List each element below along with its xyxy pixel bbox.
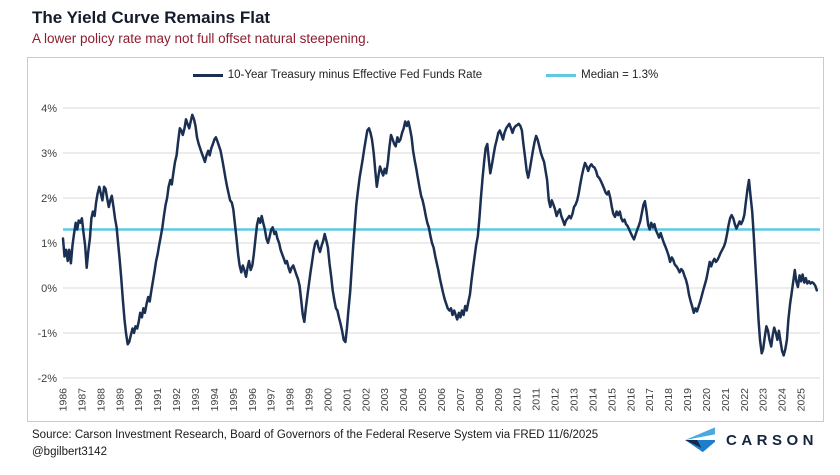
carson-logo: CARSON — [684, 426, 818, 454]
svg-text:2022: 2022 — [739, 388, 751, 412]
svg-text:2011: 2011 — [531, 388, 543, 411]
svg-text:2005: 2005 — [417, 388, 429, 412]
svg-text:2023: 2023 — [758, 388, 770, 412]
svg-text:2002: 2002 — [360, 388, 372, 412]
svg-text:2021: 2021 — [720, 388, 732, 412]
yield-curve-chart: 4% 3% 2% 1% 0% -1% -2%1986 1987 1988 1989 1990 1991… — [37, 103, 820, 412]
y-axis-labels: 4% 3% 2% 1% 0% -1% -2% — [37, 103, 57, 385]
svg-text:1986: 1986 — [58, 388, 70, 412]
chart-panel: 10-Year Treasury minus Effective Fed Fun… — [27, 57, 824, 422]
svg-text:2018: 2018 — [663, 388, 675, 412]
legend-item-median: Median = 1.3% — [546, 69, 658, 81]
svg-text:2012: 2012 — [550, 388, 562, 412]
legend-item-series: 10-Year Treasury minus Effective Fed Fun… — [192, 69, 483, 81]
carson-chevron-icon — [685, 427, 715, 453]
author-handle: @bgilbert3142 — [32, 446, 107, 458]
chart-legend: 10-Year Treasury minus Effective Fed Fun… — [28, 69, 823, 81]
svg-text:2017: 2017 — [644, 388, 656, 412]
svg-text:2009: 2009 — [493, 388, 505, 412]
svg-text:0%: 0% — [41, 283, 57, 295]
svg-text:-1%: -1% — [37, 328, 57, 340]
svg-text:2020: 2020 — [701, 388, 713, 412]
page-subtitle: A lower policy rate may not full offset … — [32, 31, 370, 46]
svg-text:2016: 2016 — [625, 388, 637, 412]
median-line-swatch — [546, 73, 577, 77]
svg-text:2013: 2013 — [568, 388, 580, 412]
legend-label-series: 10-Year Treasury minus Effective Fed Fun… — [227, 69, 483, 81]
svg-text:1994: 1994 — [209, 388, 221, 412]
series-line-swatch — [192, 73, 223, 77]
legend-label-median: Median = 1.3% — [581, 69, 659, 81]
svg-text:2019: 2019 — [682, 388, 694, 412]
svg-text:2014: 2014 — [587, 388, 599, 412]
svg-text:2008: 2008 — [474, 388, 486, 412]
svg-text:1998: 1998 — [285, 388, 297, 412]
svg-text:1999: 1999 — [304, 388, 316, 412]
svg-text:1991: 1991 — [152, 388, 164, 412]
carson-logo-text: CARSON — [726, 431, 819, 449]
svg-text:1987: 1987 — [76, 388, 88, 412]
svg-text:2%: 2% — [41, 193, 57, 205]
svg-text:1997: 1997 — [266, 388, 278, 412]
svg-text:2001: 2001 — [341, 388, 353, 412]
svg-text:3%: 3% — [41, 148, 57, 160]
x-axis-labels: 1986 1987 1988 1989 1990 1991 1992 1993 1994 1995… — [58, 388, 808, 412]
svg-text:1988: 1988 — [95, 388, 107, 412]
svg-text:2007: 2007 — [455, 388, 467, 412]
source-attribution: Source: Carson Investment Research, Boar… — [32, 429, 599, 441]
series-line — [61, 113, 819, 357]
svg-text:2006: 2006 — [436, 388, 448, 412]
svg-text:2024: 2024 — [777, 388, 789, 412]
svg-text:-2%: -2% — [37, 373, 57, 385]
svg-text:2000: 2000 — [322, 388, 334, 412]
svg-text:2025: 2025 — [796, 388, 808, 412]
svg-text:1990: 1990 — [133, 388, 145, 412]
svg-text:2003: 2003 — [379, 388, 391, 412]
svg-text:1989: 1989 — [114, 388, 126, 412]
svg-text:4%: 4% — [41, 103, 57, 115]
svg-text:1995: 1995 — [228, 388, 240, 412]
svg-text:2010: 2010 — [512, 388, 524, 412]
svg-text:2015: 2015 — [606, 388, 618, 412]
page-title: The Yield Curve Remains Flat — [32, 8, 271, 27]
svg-text:1993: 1993 — [190, 388, 202, 412]
svg-text:2004: 2004 — [398, 388, 410, 412]
svg-text:1%: 1% — [41, 238, 57, 250]
svg-text:1992: 1992 — [171, 388, 183, 412]
svg-text:1996: 1996 — [247, 388, 259, 412]
